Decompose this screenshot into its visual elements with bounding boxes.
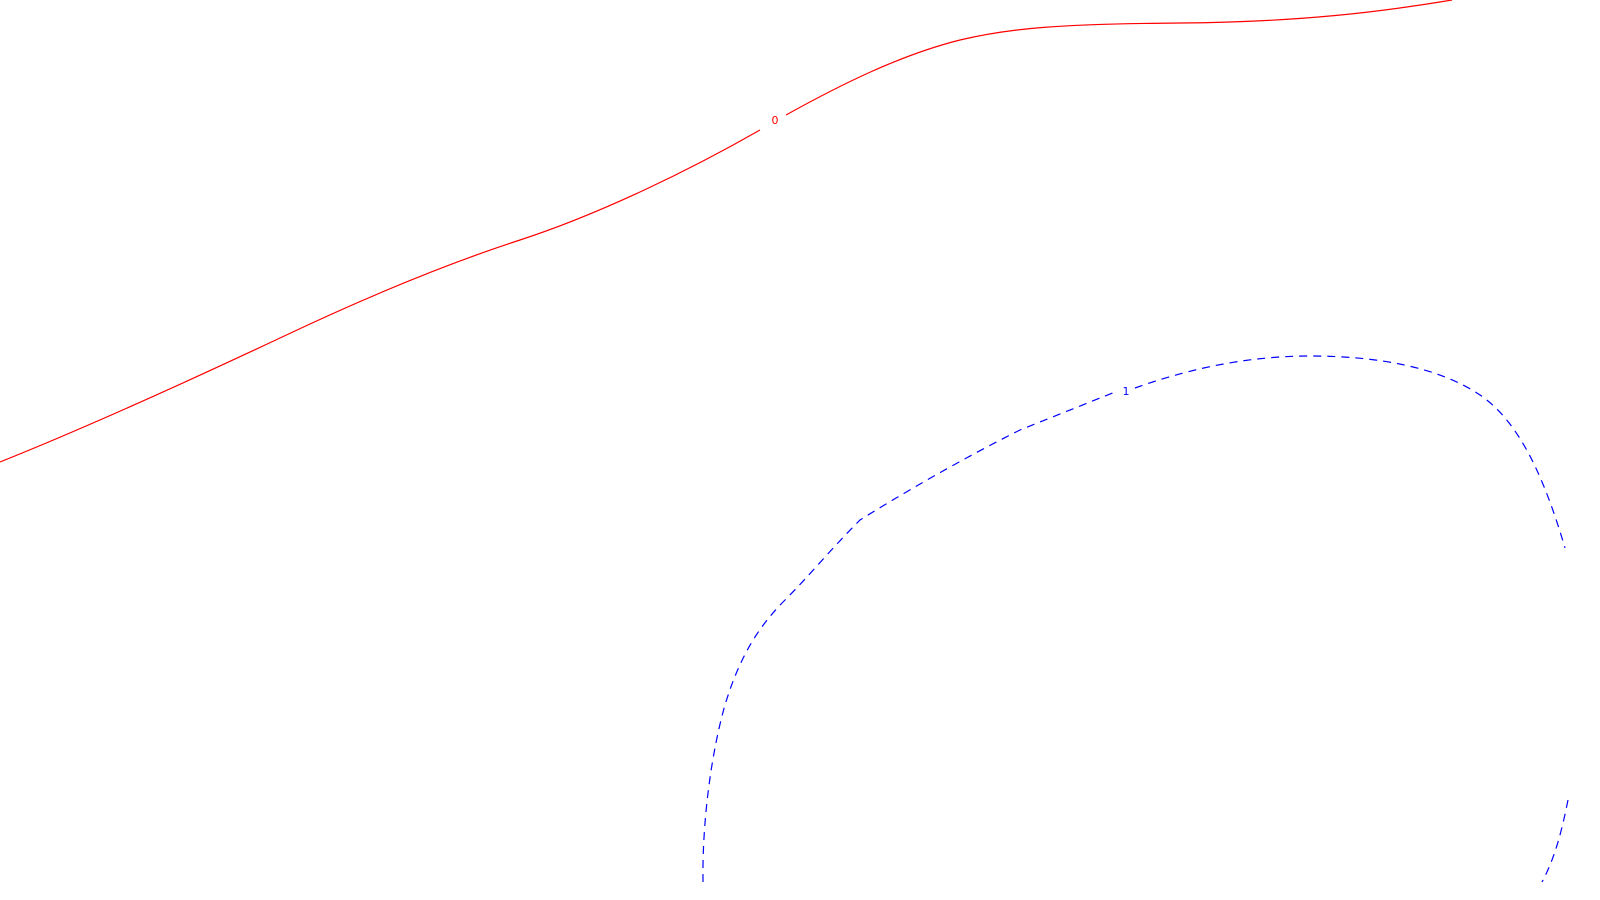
contour-line-1 [702,355,1569,883]
contour-label-1: 1 [1123,385,1130,398]
contour-label-0: 0 [772,114,779,127]
contour-line-0 [0,0,1453,463]
